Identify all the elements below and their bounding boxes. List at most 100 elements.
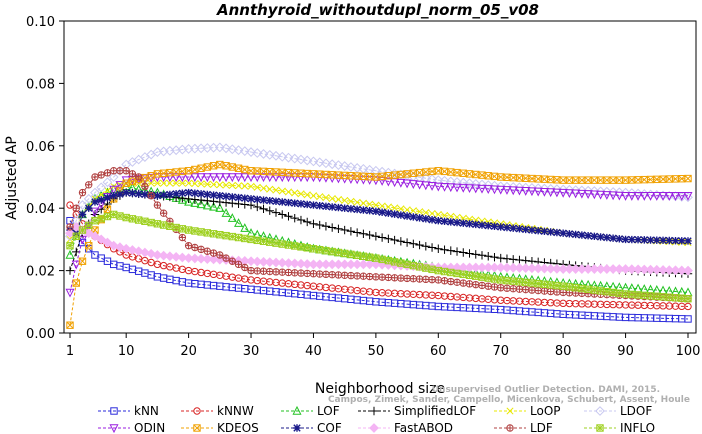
data-point-inflo	[384, 256, 393, 265]
data-point-ldof	[458, 177, 469, 188]
data-point-simplifiedlof	[315, 220, 324, 230]
data-point-cof	[478, 221, 486, 229]
data-point-kdeos	[372, 173, 380, 181]
data-point-cof	[172, 190, 180, 198]
data-point-odin	[558, 188, 568, 198]
legend-item-ldf: LDF	[494, 421, 553, 434]
data-point-ldof	[271, 150, 281, 161]
data-point-inflo	[428, 265, 436, 274]
data-point-ldf	[315, 270, 324, 278]
data-point-ldf	[465, 280, 474, 288]
data-point-ldf	[203, 247, 212, 255]
data-point-inflo	[78, 226, 87, 234]
data-point-lof	[240, 223, 250, 232]
data-point-loop	[291, 189, 299, 197]
data-point-ldof	[96, 182, 107, 193]
data-point-inflo	[253, 236, 261, 245]
data-point-cof	[291, 199, 299, 207]
data-point-cof	[553, 228, 561, 237]
data-point-simplifiedlof	[278, 210, 287, 219]
data-point-kdeos	[241, 165, 249, 174]
data-point-inflo	[621, 290, 630, 298]
data-point-cof	[191, 189, 199, 197]
data-point-inflo	[234, 233, 243, 242]
data-point-odin	[652, 192, 662, 201]
x-tick-label: 10	[118, 344, 135, 359]
data-point-inflo	[453, 269, 461, 278]
data-point-cof	[397, 211, 405, 219]
data-point-inflo	[159, 221, 168, 229]
data-point-ldf	[365, 272, 374, 281]
data-point-loop	[222, 181, 230, 189]
data-point-fastabod	[645, 264, 656, 275]
data-point-cof	[247, 195, 255, 203]
data-point-cof	[634, 236, 642, 244]
data-point-inflo	[671, 294, 680, 302]
data-point-ldof	[77, 200, 88, 210]
data-point-fastabod	[271, 257, 281, 268]
data-point-inflo	[66, 241, 74, 250]
data-point-kdeos	[559, 176, 567, 184]
data-point-kdeos	[540, 175, 549, 183]
data-point-lof	[234, 218, 244, 227]
data-point-ldof	[589, 186, 600, 196]
legend-item-loop: LoOP	[494, 404, 561, 418]
data-point-ldf	[109, 167, 118, 175]
data-point-ldf	[178, 233, 187, 242]
data-point-odin	[433, 182, 443, 192]
data-point-odin	[527, 187, 537, 197]
data-point-loop	[409, 207, 417, 215]
data-point-odin	[402, 179, 412, 189]
data-point-cof	[615, 235, 624, 243]
data-point-loop	[434, 210, 442, 218]
data-point-ldof	[620, 187, 631, 198]
data-point-odin	[514, 186, 524, 196]
data-point-loop	[428, 209, 436, 218]
data-point-inflo	[590, 286, 599, 294]
data-point-inflo	[278, 240, 286, 248]
data-point-inflo	[553, 281, 561, 290]
data-point-ldof	[489, 180, 500, 191]
data-point-ldf	[459, 279, 467, 287]
data-point-ldof	[352, 163, 363, 173]
data-point-fastabod	[277, 257, 288, 268]
data-point-odin	[621, 192, 631, 201]
data-point-cof	[521, 225, 530, 234]
data-point-kdeos	[609, 176, 617, 184]
data-point-knn	[684, 315, 692, 323]
data-point-loop	[228, 181, 236, 189]
axes: 1 10 20 30 40 50 60 70 80 90 100 0.00 0.02 0.04 0.06 0.…	[26, 15, 700, 359]
legend-item-ldof: LDOF	[584, 404, 652, 418]
data-point-ldof	[302, 155, 313, 166]
data-point-inflo	[409, 261, 418, 270]
data-point-ldof	[514, 182, 525, 193]
data-point-ldof	[552, 184, 562, 195]
data-point-odin	[639, 192, 649, 201]
data-point-simplifiedlof	[402, 238, 412, 247]
data-point-inflo	[447, 268, 455, 277]
data-point-odin	[602, 191, 612, 200]
x-tick-label: 20	[180, 344, 197, 359]
data-point-cof	[621, 235, 630, 244]
data-point-inflo	[465, 271, 474, 279]
data-point-ldf	[66, 223, 74, 231]
data-point-simplifiedlof	[452, 247, 462, 256]
data-point-odin	[658, 192, 668, 201]
data-point-fastabod	[90, 231, 100, 242]
series-cof	[66, 188, 692, 245]
data-point-inflo	[515, 278, 524, 286]
data-point-ldf	[191, 243, 199, 252]
data-point-fastabod	[620, 264, 631, 274]
data-point-fastabod	[133, 246, 144, 257]
data-point-lof	[215, 203, 225, 212]
data-point-fastabod	[121, 243, 132, 254]
data-point-fastabod	[177, 252, 188, 263]
data-point-ldf	[478, 281, 486, 290]
data-point-cof	[103, 194, 112, 202]
data-point-odin	[508, 186, 518, 196]
data-point-inflo	[191, 227, 199, 235]
data-point-odin	[265, 173, 275, 183]
data-point-cof	[453, 218, 461, 227]
data-point-cof	[116, 190, 124, 198]
data-point-loop	[210, 180, 218, 189]
